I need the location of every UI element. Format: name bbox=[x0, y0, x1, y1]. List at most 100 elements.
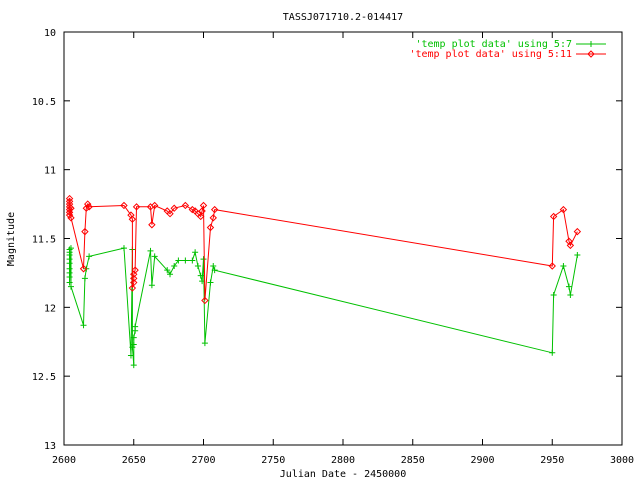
data-point bbox=[81, 275, 88, 282]
data-point bbox=[66, 260, 73, 267]
x-tick-label: 2800 bbox=[331, 455, 355, 466]
y-axis-label: Magnitude bbox=[6, 212, 17, 266]
data-point bbox=[79, 265, 88, 273]
y-tick-label: 11.5 bbox=[32, 235, 56, 246]
data-point bbox=[573, 227, 582, 236]
data-point bbox=[132, 323, 139, 330]
data-point bbox=[67, 283, 74, 290]
data-point bbox=[130, 278, 138, 287]
x-tick-label: 2900 bbox=[470, 455, 494, 466]
data-point bbox=[85, 203, 93, 211]
data-point bbox=[207, 279, 214, 286]
data-point bbox=[80, 322, 87, 329]
data-point bbox=[200, 256, 207, 263]
tick-labels: 2600 2650 2700 2750 2800 2850 2900 2950 3000 10 10… bbox=[32, 28, 634, 466]
legend-marker bbox=[587, 50, 595, 58]
plot-frame bbox=[63, 31, 623, 446]
data-point bbox=[182, 257, 189, 264]
data-point bbox=[148, 282, 155, 289]
data-point bbox=[560, 263, 567, 270]
data-point bbox=[130, 270, 138, 279]
data-point bbox=[128, 284, 137, 292]
data-point bbox=[550, 291, 557, 298]
data-point bbox=[559, 205, 568, 214]
data-point bbox=[211, 267, 218, 274]
data-point bbox=[147, 247, 154, 254]
chart-title: TASSJ071710.2-014417 bbox=[283, 12, 403, 23]
data-point bbox=[81, 227, 89, 236]
x-tick-label: 2600 bbox=[52, 455, 76, 466]
data-point bbox=[189, 257, 196, 264]
x-tick-label: 2950 bbox=[540, 455, 564, 466]
data-point bbox=[181, 201, 190, 210]
y-tick-label: 13 bbox=[44, 441, 56, 452]
data-point bbox=[549, 212, 558, 221]
data-point bbox=[66, 279, 73, 286]
data-point bbox=[66, 274, 73, 281]
data-point bbox=[548, 262, 556, 270]
data-point bbox=[65, 211, 74, 219]
data-point bbox=[120, 201, 128, 210]
y-tick-label: 11 bbox=[44, 166, 56, 177]
data-point bbox=[130, 274, 138, 283]
data-point bbox=[197, 212, 205, 221]
data-point bbox=[132, 203, 141, 211]
series-line bbox=[69, 198, 578, 301]
data-point bbox=[167, 271, 174, 278]
legend-marker bbox=[588, 41, 594, 47]
x-tick-label: 2850 bbox=[401, 455, 425, 466]
data-point bbox=[565, 283, 572, 290]
data-point bbox=[198, 207, 206, 215]
data-point bbox=[86, 253, 93, 260]
data-point bbox=[567, 291, 574, 298]
data-point bbox=[574, 252, 581, 259]
series-line bbox=[69, 247, 578, 366]
data-point bbox=[549, 349, 556, 356]
data-point bbox=[82, 204, 91, 212]
data-point bbox=[201, 340, 208, 347]
data-point bbox=[84, 200, 92, 208]
data-point bbox=[170, 204, 178, 212]
data-point bbox=[206, 223, 215, 232]
data-point bbox=[199, 201, 208, 210]
data-point bbox=[120, 245, 127, 252]
data-point bbox=[67, 214, 75, 222]
data-point bbox=[164, 267, 171, 274]
data-point bbox=[128, 215, 137, 223]
x-tick-label: 2700 bbox=[191, 455, 215, 466]
data-point bbox=[148, 221, 156, 229]
data-point bbox=[566, 241, 575, 250]
series-1 bbox=[66, 245, 581, 369]
legend: 'temp plot data' using 5:7'temp plot dat… bbox=[409, 39, 606, 60]
data-point bbox=[175, 257, 182, 264]
axis-ticks bbox=[63, 31, 623, 446]
legend-label: 'temp plot data' using 5:7 bbox=[415, 39, 572, 50]
data-point bbox=[197, 272, 204, 279]
data-point bbox=[130, 334, 137, 341]
data-point bbox=[171, 263, 178, 270]
data-point bbox=[65, 208, 74, 217]
x-tick-label: 2750 bbox=[261, 455, 285, 466]
data-point bbox=[194, 263, 201, 270]
series-layer bbox=[65, 194, 582, 369]
data-point bbox=[131, 266, 139, 274]
data-point bbox=[150, 201, 159, 210]
data-point bbox=[130, 362, 137, 369]
y-tick-label: 10.5 bbox=[32, 97, 56, 108]
legend-label: 'temp plot data' using 5:11 bbox=[409, 49, 572, 60]
data-point bbox=[209, 214, 217, 222]
data-point bbox=[67, 245, 74, 252]
x-tick-label: 2650 bbox=[122, 455, 146, 466]
y-tick-label: 10 bbox=[44, 28, 56, 39]
data-point bbox=[130, 341, 137, 348]
data-point bbox=[66, 246, 73, 253]
data-point bbox=[192, 249, 199, 256]
series-2 bbox=[65, 194, 582, 305]
data-point bbox=[199, 278, 206, 285]
data-point bbox=[201, 296, 209, 305]
data-point bbox=[210, 263, 217, 270]
data-point bbox=[127, 352, 134, 359]
x-tick-label: 3000 bbox=[610, 455, 634, 466]
data-point bbox=[210, 205, 219, 214]
